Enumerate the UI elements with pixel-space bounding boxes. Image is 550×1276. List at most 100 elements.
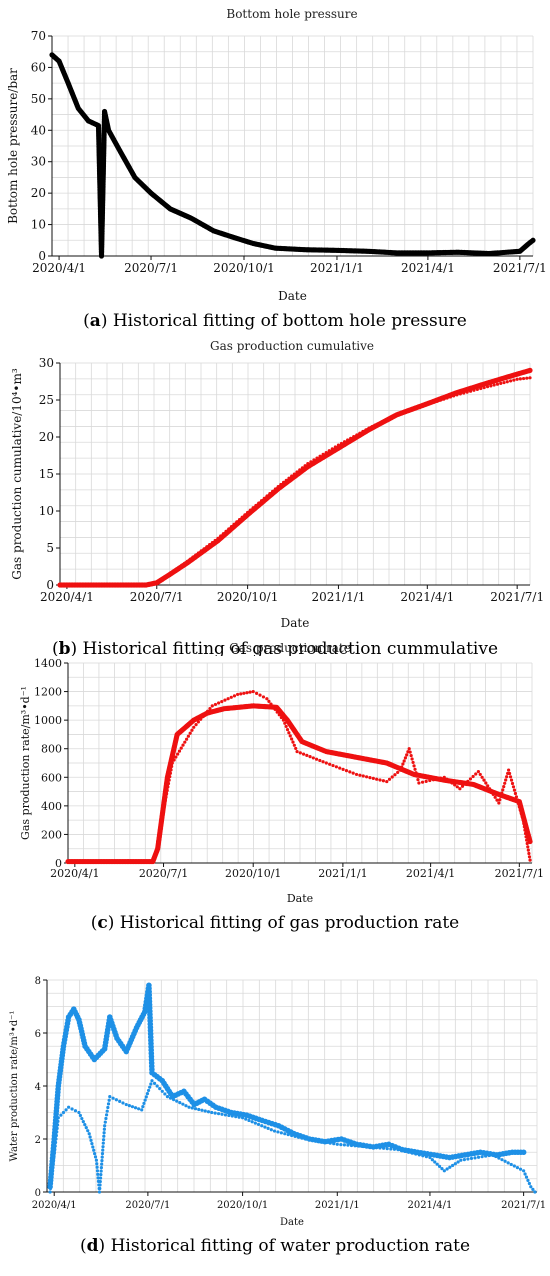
data-point	[385, 1147, 389, 1151]
data-point	[293, 1134, 297, 1138]
data-point	[61, 583, 66, 587]
data-point	[166, 573, 170, 577]
data-point	[236, 692, 240, 697]
data-point	[315, 456, 319, 460]
data-point	[123, 583, 127, 587]
data-point	[223, 698, 227, 702]
data-point	[271, 705, 275, 709]
data-point	[403, 1149, 407, 1153]
data-point	[55, 1123, 60, 1127]
data-point	[482, 385, 486, 390]
data-point	[193, 1107, 198, 1111]
data-point	[336, 443, 341, 447]
data-point	[445, 1167, 449, 1171]
data-point	[182, 561, 187, 565]
y-tick-label: 800	[41, 743, 62, 756]
data-point	[242, 691, 246, 695]
data-point	[491, 1153, 495, 1157]
data-point	[118, 1099, 122, 1103]
data-point	[156, 839, 160, 844]
data-point	[501, 788, 505, 792]
data-point	[530, 237, 536, 243]
data-point	[168, 775, 172, 779]
data-point	[489, 384, 493, 388]
data-point	[367, 1145, 371, 1149]
data-point	[527, 855, 532, 859]
data-point	[361, 429, 365, 434]
data-point	[102, 1131, 106, 1135]
data-point	[124, 1102, 128, 1107]
x-tick-label: 2020/7/1	[124, 261, 178, 275]
data-point	[48, 1190, 52, 1194]
data-point	[523, 828, 527, 832]
y-tick-label: 20	[39, 430, 54, 444]
data-point	[500, 1158, 504, 1162]
data-point	[393, 773, 397, 777]
data-point	[527, 838, 533, 845]
data-point	[507, 768, 511, 772]
data-point	[240, 1116, 245, 1120]
y-tick-label: 1200	[34, 686, 62, 699]
data-point	[246, 510, 250, 515]
data-point	[413, 767, 417, 771]
data-point	[48, 1186, 53, 1191]
data-point	[505, 380, 509, 384]
data-point	[376, 422, 380, 426]
data-point	[453, 1162, 457, 1166]
data-point	[303, 464, 307, 468]
data-series	[49, 52, 536, 259]
data-point	[248, 508, 252, 512]
data-point	[432, 400, 436, 404]
data-point	[284, 478, 288, 482]
data-point	[527, 367, 533, 373]
data-point	[500, 791, 504, 795]
data-point	[88, 1135, 92, 1139]
data-point	[83, 1123, 87, 1127]
data-point	[504, 778, 508, 782]
data-point	[103, 1124, 107, 1128]
y-tick-label: 25	[39, 393, 54, 407]
data-point	[53, 1140, 58, 1145]
data-point	[342, 440, 347, 444]
x-tick-label: 2020/10/1	[225, 867, 281, 880]
data-point	[414, 1152, 418, 1156]
data-point	[497, 1156, 501, 1160]
data-point	[99, 1165, 103, 1170]
data-point	[466, 1157, 470, 1161]
data-point	[227, 1113, 231, 1118]
data-point	[205, 545, 209, 549]
data-point	[334, 765, 338, 769]
data-point	[414, 771, 418, 775]
data-point	[494, 1154, 498, 1159]
data-point	[459, 1158, 463, 1162]
data-point	[251, 506, 255, 510]
data-point	[527, 851, 531, 856]
data-point	[58, 583, 62, 587]
y-axis-label: Bottom hole pressure/bar	[6, 68, 20, 224]
data-point	[185, 737, 189, 741]
data-point	[325, 1140, 329, 1145]
data-point	[273, 487, 278, 491]
data-point	[292, 472, 296, 476]
data-point	[229, 695, 233, 699]
data-point	[130, 1105, 135, 1109]
data-point	[468, 777, 473, 781]
data-point	[328, 1141, 332, 1145]
data-point	[197, 1107, 201, 1112]
data-point	[179, 746, 183, 750]
data-point	[78, 1113, 82, 1118]
data-point	[286, 1132, 290, 1137]
data-point	[507, 771, 512, 776]
data-point	[374, 1146, 379, 1150]
data-point	[200, 1108, 204, 1112]
data-point	[435, 1162, 439, 1166]
data-point	[442, 1169, 446, 1173]
data-point	[150, 1079, 154, 1083]
data-point	[194, 553, 198, 557]
data-point	[445, 396, 449, 400]
data-point	[498, 798, 502, 802]
data-point	[478, 772, 482, 777]
data-point	[116, 583, 121, 587]
data-point	[181, 1102, 185, 1106]
data-point	[448, 395, 452, 399]
